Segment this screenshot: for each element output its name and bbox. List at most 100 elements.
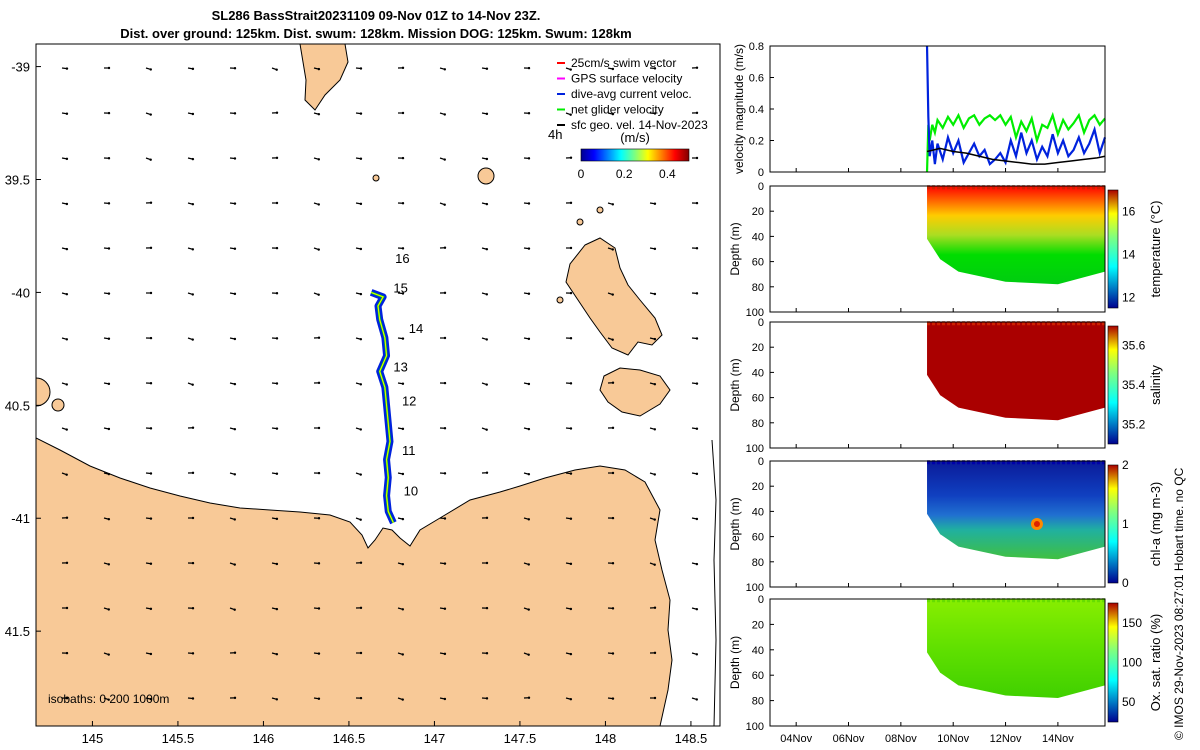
current-vector-arrow (191, 157, 195, 161)
current-vector-arrow (443, 113, 446, 116)
current-vector-arrow (569, 517, 573, 520)
current-vector-arrow (65, 112, 69, 115)
cape-barren-island (599, 367, 671, 417)
current-vector-arrow (401, 111, 405, 115)
current-vector-arrow (443, 427, 447, 430)
current-vector-arrow (65, 561, 69, 565)
current-vector-arrow (527, 202, 531, 205)
map-y-tick-label: -41 (11, 511, 30, 526)
current-vector-arrow (653, 651, 657, 655)
depth-y-tick-label: 40 (752, 506, 764, 518)
current-vector-arrow (191, 652, 195, 655)
depth-y-tick-label: 60 (752, 393, 764, 405)
current-vector-arrow (317, 67, 321, 71)
current-vector-arrow (107, 427, 111, 431)
current-vector-arrow (65, 606, 69, 610)
current-vector-arrow (695, 608, 699, 611)
current-vector-arrow (443, 607, 447, 610)
current-vector-arrow (191, 697, 195, 700)
current-vector-arrow (527, 653, 530, 656)
current-vector-arrow (569, 246, 573, 250)
colorbar-label: chl-a (mg m-3) (1148, 482, 1163, 567)
current-vector-arrow (359, 518, 362, 521)
colorbar-tick-label: 2 (1122, 458, 1129, 472)
time-x-tick-label: 14Nov (1042, 733, 1074, 745)
day-label: 14 (409, 321, 423, 336)
current-vector-arrow (695, 66, 699, 69)
current-vector-arrow (527, 518, 531, 521)
current-vector-arrow (401, 247, 405, 250)
current-vector-arrow (485, 157, 489, 161)
current-vector-arrow (275, 201, 279, 205)
legend-entry: net glider velocity (571, 103, 664, 117)
heatmap-colorbar (1107, 189, 1119, 309)
map-x-tick-label: 148 (595, 731, 617, 746)
legend-note: 4h (548, 127, 562, 142)
current-vector-arrow (275, 382, 279, 385)
map-legend: 25cm/s swim vector GPS surface velocitydi… (557, 56, 708, 132)
legend-entry: dive-avg current veloc. (571, 87, 692, 101)
current-vector-arrow (695, 201, 699, 205)
current-vector-arrow (275, 653, 279, 656)
current-vector-arrow (317, 562, 321, 565)
current-vector-arrow (443, 203, 446, 206)
small-island (556, 296, 564, 304)
map-x-tick-label: 146 (253, 731, 275, 746)
current-vector-arrow (107, 563, 111, 566)
current-vector-arrow (275, 111, 279, 114)
current-vector-arrow (485, 383, 488, 386)
current-vector-arrow (527, 427, 531, 431)
current-vector-arrow (569, 698, 573, 701)
current-vector-arrow (485, 652, 489, 655)
current-vector-arrow (401, 472, 405, 476)
current-vector-arrow (401, 427, 405, 431)
current-vector-arrow (611, 203, 615, 206)
current-vector-arrow (107, 698, 110, 701)
depth-y-tick-label: 0 (758, 594, 764, 606)
current-vector-arrow (233, 382, 237, 386)
current-vector-arrow (275, 562, 279, 566)
current-vector-arrow (65, 67, 69, 70)
velocity-y-tick-label: 0.4 (749, 104, 764, 116)
depth-y-tick-label: 40 (752, 645, 764, 657)
current-vector-arrow (527, 563, 530, 566)
current-vector-arrow (149, 697, 153, 701)
current-vector-arrow (149, 562, 153, 565)
current-vector-arrow (275, 427, 279, 430)
current-vector-arrow (401, 517, 405, 521)
current-vector-arrow (611, 381, 615, 384)
depth-y-tick-label: 100 (746, 582, 764, 594)
depth-y-tick-label: 100 (746, 443, 764, 455)
current-vector-arrow (191, 471, 195, 475)
current-vector-arrow (233, 428, 237, 431)
current-vector-arrow (359, 428, 362, 431)
current-vector-arrow (107, 382, 111, 386)
current-vector-arrow (485, 606, 489, 610)
current-vector-arrow (401, 292, 405, 295)
depth-y-tick-label: 60 (752, 532, 764, 544)
current-vector-arrow (359, 247, 363, 251)
day-label: 12 (402, 393, 416, 408)
current-vector-arrow (317, 652, 321, 655)
depth-y-tick-label: 0 (758, 181, 764, 193)
current-vector-arrow (107, 66, 111, 70)
current-vector-arrow (485, 428, 488, 431)
current-vector-arrow (527, 382, 531, 386)
current-vector-arrow (317, 113, 321, 116)
colorbar-tick-label: 150 (1122, 616, 1142, 630)
current-vector-arrow (527, 292, 531, 295)
current-vector-arrow (653, 202, 657, 205)
current-vector-arrow (149, 291, 153, 295)
colorbar-tick-label: 1 (1122, 517, 1129, 531)
current-vector-arrow (443, 68, 447, 71)
current-vector-arrow (107, 157, 111, 160)
time-x-tick-label: 10Nov (937, 733, 969, 745)
current-vector-arrow (149, 382, 153, 385)
current-vector-arrow (65, 338, 69, 341)
current-vector-arrow (485, 338, 488, 341)
current-vector-arrow (653, 473, 656, 476)
current-vector-arrow (443, 158, 446, 161)
day-label: 13 (393, 359, 407, 374)
depth-y-tick-label: 20 (752, 206, 764, 218)
current-vector-arrow (317, 607, 321, 610)
